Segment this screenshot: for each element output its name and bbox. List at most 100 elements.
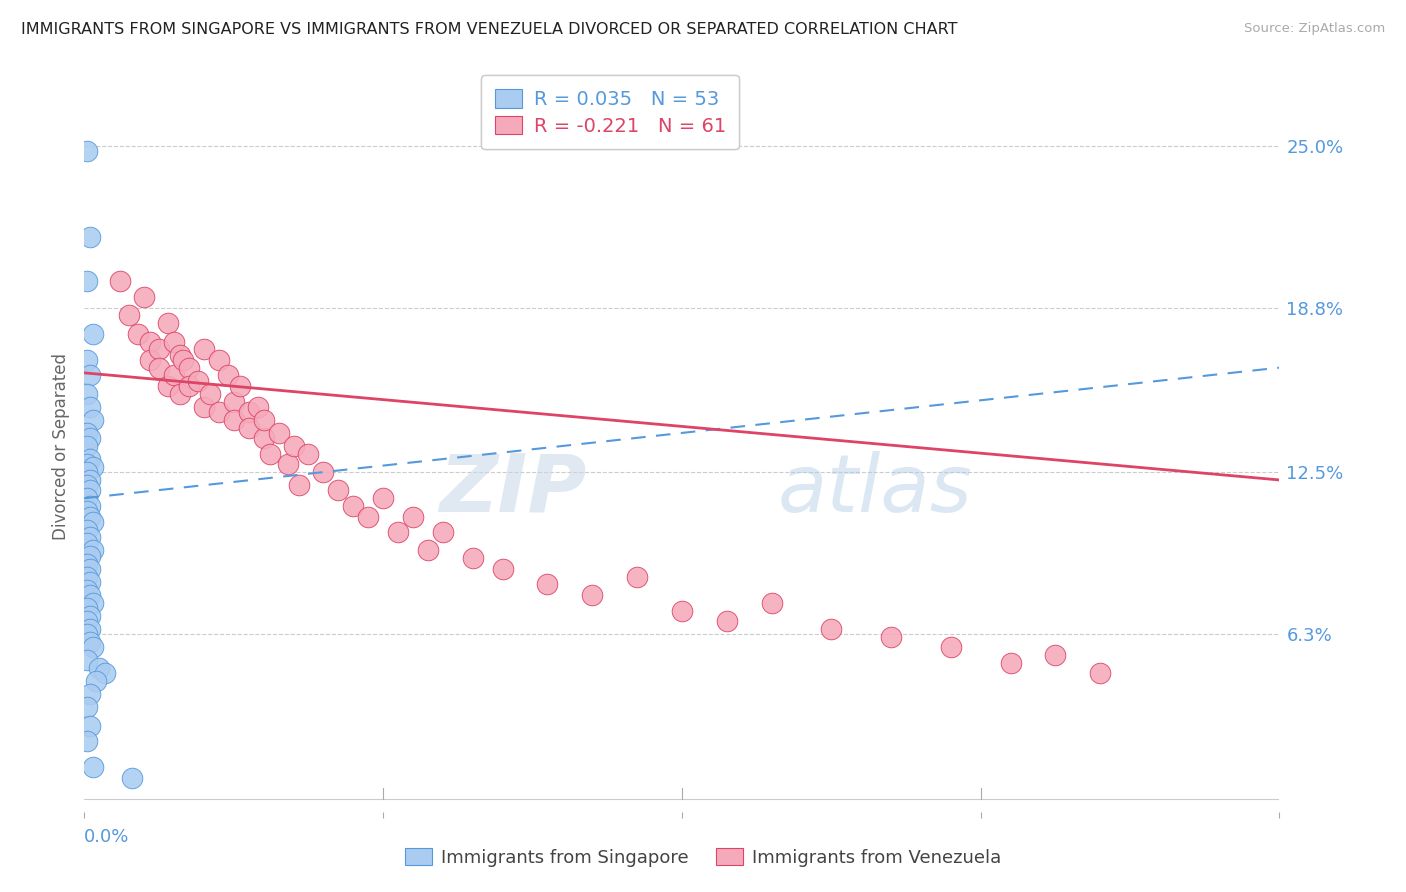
Point xyxy=(94,666,117,681)
Point xyxy=(76,458,98,472)
Point xyxy=(357,509,380,524)
Point xyxy=(82,326,104,341)
Point xyxy=(253,413,276,427)
Point xyxy=(79,499,101,513)
Point xyxy=(82,640,104,655)
Point xyxy=(297,447,319,461)
Point xyxy=(1090,666,1112,681)
Point xyxy=(79,549,101,563)
Point xyxy=(259,447,281,461)
Point xyxy=(761,596,783,610)
Point xyxy=(76,653,98,667)
Point xyxy=(82,543,104,558)
Point xyxy=(163,334,186,349)
Point xyxy=(169,347,191,362)
Point xyxy=(76,614,98,628)
Point xyxy=(76,478,98,492)
Point xyxy=(76,352,98,367)
Point xyxy=(157,316,180,330)
Point xyxy=(79,635,101,649)
Point xyxy=(208,352,231,367)
Point xyxy=(342,499,364,513)
Point xyxy=(228,379,252,393)
Point xyxy=(626,569,648,583)
Point xyxy=(283,439,305,453)
Point xyxy=(79,483,101,498)
Point xyxy=(118,309,141,323)
Point xyxy=(217,368,239,383)
Point xyxy=(79,452,101,467)
Point xyxy=(76,700,98,714)
Point xyxy=(76,535,98,549)
Point xyxy=(82,515,104,529)
Point xyxy=(86,674,108,689)
Text: ZIP: ZIP xyxy=(439,450,586,529)
Point xyxy=(76,275,98,289)
Point xyxy=(79,622,101,636)
Point xyxy=(880,630,903,644)
Point xyxy=(79,431,101,445)
Point xyxy=(222,413,245,427)
Point xyxy=(139,334,162,349)
Legend: R = 0.035   N = 53, R = -0.221   N = 61: R = 0.035 N = 53, R = -0.221 N = 61 xyxy=(481,75,740,149)
Point xyxy=(198,386,221,401)
Point xyxy=(79,562,101,576)
Point xyxy=(172,352,194,367)
Legend: Immigrants from Singapore, Immigrants from Venezuela: Immigrants from Singapore, Immigrants fr… xyxy=(398,841,1008,874)
Point xyxy=(76,144,98,158)
Point xyxy=(76,582,98,597)
Point xyxy=(76,557,98,571)
Point xyxy=(177,379,200,393)
Point xyxy=(1000,656,1022,670)
Point xyxy=(79,400,101,414)
Point xyxy=(169,386,191,401)
Point xyxy=(492,562,515,576)
Point xyxy=(132,290,156,304)
Point xyxy=(820,622,842,636)
Point xyxy=(238,421,260,435)
Point xyxy=(288,478,311,492)
Point xyxy=(1045,648,1067,662)
Point xyxy=(246,400,269,414)
Point xyxy=(82,760,104,774)
Point xyxy=(267,425,290,440)
Point xyxy=(416,543,439,558)
Point xyxy=(177,360,200,375)
Point xyxy=(373,491,395,506)
Point xyxy=(79,687,101,701)
Point xyxy=(163,368,186,383)
Point xyxy=(148,343,170,357)
Point xyxy=(79,608,101,623)
Point xyxy=(82,596,104,610)
Point xyxy=(127,326,149,341)
Point xyxy=(121,771,143,785)
Point xyxy=(79,368,101,383)
Point xyxy=(76,627,98,641)
Y-axis label: Divorced or Separated: Divorced or Separated xyxy=(52,352,70,540)
Point xyxy=(461,551,484,566)
Point xyxy=(82,459,104,474)
Point xyxy=(328,483,350,498)
Point xyxy=(76,386,98,401)
Point xyxy=(238,405,260,419)
Point xyxy=(402,509,425,524)
Point xyxy=(76,601,98,615)
Point xyxy=(671,604,693,618)
Point xyxy=(82,413,104,427)
Point xyxy=(148,360,170,375)
Point xyxy=(89,661,111,675)
Point xyxy=(939,640,962,655)
Point xyxy=(76,523,98,537)
Point xyxy=(716,614,738,628)
Point xyxy=(79,530,101,544)
Point xyxy=(76,439,98,453)
Text: IMMIGRANTS FROM SINGAPORE VS IMMIGRANTS FROM VENEZUELA DIVORCED OR SEPARATED COR: IMMIGRANTS FROM SINGAPORE VS IMMIGRANTS … xyxy=(21,22,957,37)
Point xyxy=(76,425,98,440)
Point xyxy=(79,230,101,244)
Point xyxy=(187,374,209,388)
Point xyxy=(193,343,215,357)
Point xyxy=(76,504,98,518)
Point xyxy=(208,405,231,419)
Point xyxy=(79,473,101,487)
Point xyxy=(110,275,132,289)
